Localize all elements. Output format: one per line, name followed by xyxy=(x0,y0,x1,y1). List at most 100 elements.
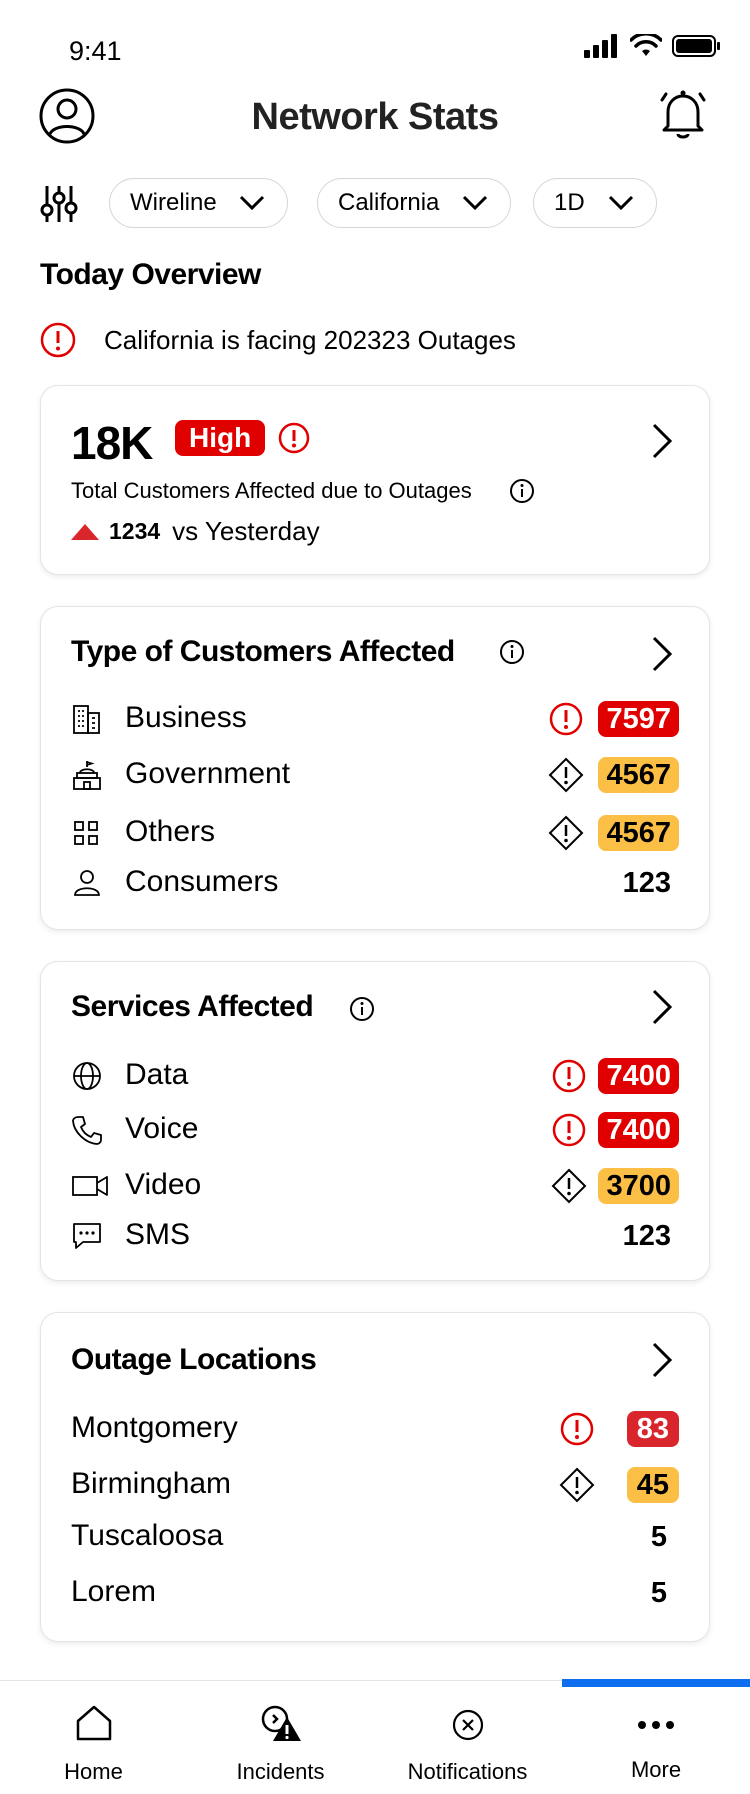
total-affected-label: Total Customers Affected due to Outages xyxy=(71,478,472,503)
nav-active-indicator xyxy=(562,1679,750,1687)
message-icon xyxy=(73,1223,101,1249)
location-row: Lorem 5 xyxy=(71,1573,679,1613)
warning-diamond-icon xyxy=(559,1467,595,1503)
customers-card[interactable]: Type of Customers Affected Business 7597 xyxy=(40,606,710,930)
trend-indicator: 1234 vs Yesterday xyxy=(71,516,320,547)
nav-item-incidents[interactable]: Incidents xyxy=(187,1681,374,1794)
alert-circle-icon xyxy=(278,422,310,454)
row-label: Tuscaloosa xyxy=(71,1519,224,1552)
chevron-down-icon xyxy=(608,195,634,211)
row-value: 7597 xyxy=(598,701,679,737)
wifi-icon xyxy=(630,34,662,56)
globe-icon xyxy=(73,1062,101,1090)
location-row: Birmingham 45 xyxy=(71,1465,679,1505)
notifications-icon xyxy=(452,1709,483,1741)
chevron-right-icon[interactable] xyxy=(651,422,673,460)
location-row: Tuscaloosa 5 xyxy=(71,1517,679,1557)
row-label: Consumers xyxy=(125,865,279,898)
warning-diamond-icon xyxy=(548,815,584,851)
locations-card[interactable]: Outage Locations Montgomery 83 Birmingha… xyxy=(40,1312,710,1642)
alert-circle-icon xyxy=(549,702,583,736)
building-icon xyxy=(73,705,100,734)
card-title-text: Outage Locations xyxy=(71,1343,317,1376)
nav-label: Notifications xyxy=(407,1759,528,1784)
profile-icon[interactable] xyxy=(39,88,95,144)
row-value: 123 xyxy=(622,867,671,899)
status-icons xyxy=(584,34,722,58)
battery-icon xyxy=(672,35,720,57)
row-label: Government xyxy=(125,757,291,790)
row-value: 3700 xyxy=(598,1168,679,1204)
trend-text: vs Yesterday xyxy=(172,516,320,546)
nav-item-more[interactable]: More xyxy=(562,1681,750,1794)
outage-alert-text: California is facing 202323 Outages xyxy=(104,324,516,355)
info-icon[interactable] xyxy=(499,639,525,665)
row-value: 123 xyxy=(622,1220,671,1252)
chevron-down-icon xyxy=(239,195,265,211)
signal-icon xyxy=(584,34,617,58)
chevron-right-icon[interactable] xyxy=(651,1341,673,1379)
bottom-nav: Home Incidents Notifications More xyxy=(0,1679,750,1794)
chevron-right-icon[interactable] xyxy=(651,635,673,673)
filter-chip-period[interactable]: 1D xyxy=(533,178,657,228)
filter-sliders-icon[interactable] xyxy=(40,184,78,224)
info-icon[interactable] xyxy=(509,478,535,504)
alert-circle-icon xyxy=(560,1412,594,1446)
more-icon xyxy=(638,1721,674,1729)
alert-circle-icon xyxy=(552,1113,586,1147)
card-title-services: Services Affected xyxy=(71,990,314,1024)
filter-chip-region[interactable]: California xyxy=(317,178,511,228)
nav-item-notifications[interactable]: Notifications xyxy=(374,1681,561,1794)
filter-chip-label: Wireline xyxy=(130,189,217,216)
location-row: Montgomery 83 xyxy=(71,1409,679,1449)
card-title-text: Services Affected xyxy=(71,990,314,1023)
trend-value: 1234 xyxy=(109,518,161,544)
customer-row-others: Others 4567 xyxy=(71,813,679,853)
person-icon xyxy=(74,870,100,896)
row-label: Birmingham xyxy=(71,1467,232,1500)
customer-row-consumers: Consumers 123 xyxy=(71,863,679,903)
filter-chip-label: 1D xyxy=(554,189,585,216)
total-affected-value: 18K xyxy=(71,417,153,469)
row-label: Others xyxy=(125,815,216,848)
chevron-down-icon xyxy=(462,195,488,211)
app-header: Network Stats xyxy=(0,84,750,154)
trend-up-icon xyxy=(71,523,99,540)
card-title-customers: Type of Customers Affected xyxy=(71,635,455,669)
row-label: Montgomery xyxy=(71,1411,238,1444)
warning-diamond-icon xyxy=(548,757,584,793)
row-value: 83 xyxy=(626,1411,679,1447)
card-title-text: Type of Customers Affected xyxy=(71,635,455,668)
overview-card[interactable]: 18K High Total Customers Affected due to… xyxy=(40,385,710,575)
row-value: 5 xyxy=(650,1521,667,1553)
filter-bar: Wireline California 1D xyxy=(0,178,750,230)
home-icon xyxy=(76,1705,111,1741)
nav-item-home[interactable]: Home xyxy=(0,1681,187,1794)
customer-row-government: Government 4567 xyxy=(71,755,679,795)
nav-label: Home xyxy=(64,1759,123,1784)
row-label: SMS xyxy=(125,1218,191,1251)
services-card[interactable]: Services Affected Data 7400 Voice 74 xyxy=(40,961,710,1281)
filter-chip-network[interactable]: Wireline xyxy=(109,178,288,228)
service-row-video: Video 3700 xyxy=(71,1166,679,1206)
nav-label: Incidents xyxy=(236,1759,325,1784)
page-title: Network Stats xyxy=(251,96,499,138)
status-time: 9:41 xyxy=(69,36,122,66)
phone-icon xyxy=(72,1116,102,1145)
status-bar: 9:41 xyxy=(0,0,750,90)
government-icon xyxy=(73,761,101,790)
filter-chip-label: California xyxy=(338,189,440,216)
outage-alert: California is facing 202323 Outages xyxy=(40,322,516,358)
row-label: Voice xyxy=(125,1112,199,1145)
service-row-data: Data 7400 xyxy=(71,1056,679,1096)
row-value: 7400 xyxy=(598,1058,679,1094)
alert-circle-icon xyxy=(552,1059,586,1093)
row-value: 5 xyxy=(650,1577,667,1609)
alert-circle-icon xyxy=(40,322,76,358)
chevron-right-icon[interactable] xyxy=(651,988,673,1026)
row-value: 7400 xyxy=(598,1112,679,1148)
bell-icon[interactable] xyxy=(658,88,708,142)
row-value: 45 xyxy=(626,1467,679,1503)
service-row-sms: SMS 123 xyxy=(71,1216,679,1256)
info-icon[interactable] xyxy=(349,996,375,1022)
